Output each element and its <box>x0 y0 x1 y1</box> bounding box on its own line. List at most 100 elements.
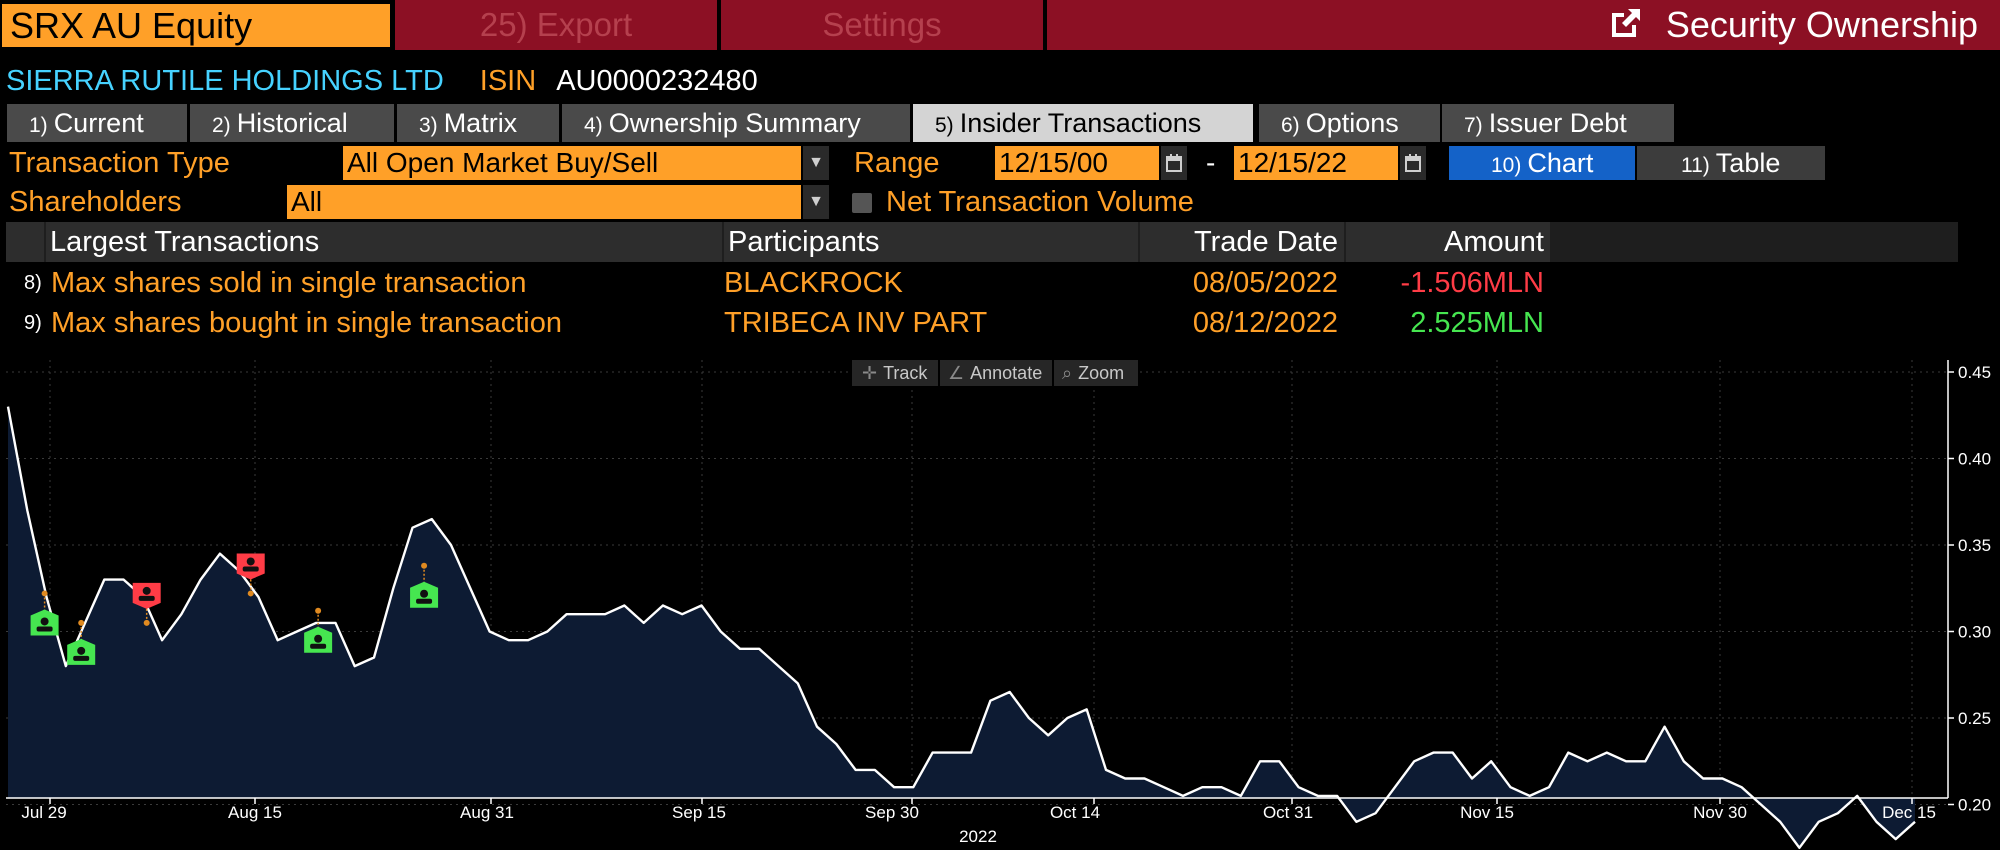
tab-matrix[interactable]: 3) Matrix <box>397 104 559 142</box>
trade-date-header[interactable]: Trade Date <box>1140 222 1344 262</box>
person-body <box>73 655 90 661</box>
largest-transactions-header-label[interactable]: Largest Transactions <box>46 222 722 262</box>
tab-number: 3) <box>419 114 438 137</box>
table-row[interactable]: 8) Max shares sold in single transaction… <box>0 264 2000 302</box>
annotate-button[interactable]: ∠ Annotate <box>940 360 1052 386</box>
person-head <box>77 646 86 655</box>
security-name: SIERRA RUTILE HOLDINGS LTD <box>6 65 444 97</box>
track-button[interactable]: ✛ Track <box>852 360 938 386</box>
tab-label: Issuer Debt <box>1488 108 1627 138</box>
y-tick-label: 0.30 <box>1958 623 1991 642</box>
crosshair-icon: ✛ <box>862 363 878 383</box>
settings-button[interactable]: Settings <box>721 0 1043 50</box>
tab-number: 5) <box>935 114 954 137</box>
tab-label: Matrix <box>443 108 518 138</box>
person-head <box>314 634 323 643</box>
tab-ownership-summary[interactable]: 4) Ownership Summary <box>562 104 910 142</box>
tab-number: 4) <box>584 114 603 137</box>
zoom-label: Zoom <box>1078 363 1125 383</box>
buy-marker-icon[interactable] <box>410 562 439 608</box>
x-tick-label: Sep 15 <box>672 803 726 822</box>
tab-historical[interactable]: 2) Historical <box>190 104 394 142</box>
x-tick-label: Nov 30 <box>1693 803 1747 822</box>
row-trade-date: 08/05/2022 <box>1192 267 1338 299</box>
row-amount: -1.506MLN <box>1400 267 1544 299</box>
button-label: Table <box>1715 148 1781 178</box>
tab-label: Current <box>53 108 144 138</box>
amount-header[interactable]: Amount <box>1346 222 1550 262</box>
price-chart[interactable]: 0.45 0.40 0.35 0.30 0.25 0.20 Jul 29 Aug 15 Aug … <box>0 355 2000 850</box>
x-tick-label: Jul 29 <box>21 803 66 822</box>
security-line: SIERRA RUTILE HOLDINGS LTD ISIN AU00002324… <box>6 63 758 99</box>
pencil-icon: ∠ <box>948 363 965 383</box>
tab-number: 7) <box>1464 114 1483 137</box>
row-number-header <box>6 222 44 262</box>
largest-transactions-header: Largest Transactions Participants Trade … <box>6 222 1958 262</box>
sell-marker-icon[interactable] <box>236 553 265 597</box>
y-tick-label: 0.20 <box>1958 796 1991 815</box>
chart-view-button[interactable]: 10) Chart <box>1449 146 1635 180</box>
net-transaction-volume-label: Net Transaction Volume <box>886 186 1194 218</box>
x-tick-label: Oct 14 <box>1050 803 1100 822</box>
annotate-label: Annotate <box>970 363 1043 383</box>
person-head <box>40 617 49 626</box>
external-link-icon[interactable] <box>1608 5 1644 41</box>
y-tick-label: 0.45 <box>1958 363 1991 382</box>
x-tick-label: Oct 31 <box>1263 803 1313 822</box>
x-tick-label: Nov 15 <box>1460 803 1514 822</box>
function-title: Security Ownership <box>1047 0 2000 50</box>
x-axis-year-label: 2022 <box>959 827 997 846</box>
range-start-input[interactable]: 12/15/00 <box>995 146 1159 180</box>
tab-label: Historical <box>236 108 348 138</box>
shareholders-dropdown[interactable]: All <box>287 185 801 219</box>
button-number: 10) <box>1491 154 1522 177</box>
row-participant: TRIBECA INV PART <box>724 307 988 339</box>
row-description: Max shares bought in single transaction <box>51 307 563 339</box>
table-view-button[interactable]: 11) Table <box>1637 146 1825 180</box>
table-row[interactable]: 9) Max shares bought in single transacti… <box>0 304 2000 342</box>
top-bar: SRX AU Equity 25) Export Settings Securi… <box>0 0 2000 50</box>
shareholders-dropdown-arrow-icon[interactable]: ▼ <box>803 185 829 219</box>
range-end-calendar-icon[interactable] <box>1400 146 1426 180</box>
person-head <box>142 586 151 595</box>
tab-current[interactable]: 1) Current <box>7 104 187 142</box>
button-label: Chart <box>1527 148 1594 178</box>
sell-marker-icon[interactable] <box>132 582 161 626</box>
function-title-text: Security Ownership <box>1665 4 1978 45</box>
range-start-calendar-icon[interactable] <box>1161 146 1187 180</box>
zoom-button[interactable]: ⌕ Zoom <box>1054 360 1138 386</box>
person-body <box>36 626 53 632</box>
buy-marker-icon[interactable] <box>30 590 59 636</box>
tab-insider-transactions[interactable]: 5) Insider Transactions <box>913 104 1253 142</box>
buy-marker-icon[interactable] <box>67 619 96 665</box>
net-transaction-volume-checkbox[interactable] <box>852 193 872 213</box>
row-participant: BLACKROCK <box>724 267 903 299</box>
transaction-type-dropdown[interactable]: All Open Market Buy/Sell <box>343 146 801 180</box>
button-number: 11) <box>1681 154 1710 177</box>
x-tick-label: Sep 30 <box>865 803 919 822</box>
person-head <box>420 589 429 598</box>
tab-issuer-debt[interactable]: 7) Issuer Debt <box>1442 104 1674 142</box>
x-tick-label: Aug 31 <box>460 803 514 822</box>
tab-label: Ownership Summary <box>608 108 861 138</box>
range-end-input[interactable]: 12/15/22 <box>1234 146 1398 180</box>
export-button[interactable]: 25) Export <box>395 0 717 50</box>
buy-marker-icon[interactable] <box>304 607 333 653</box>
participants-header[interactable]: Participants <box>724 222 1138 262</box>
range-label: Range <box>854 147 940 179</box>
person-body <box>310 643 327 649</box>
tab-bar: 1) Current 2) Historical 3) Matrix 4) Owners… <box>0 104 2000 142</box>
row-trade-date: 08/12/2022 <box>1192 307 1338 339</box>
ticker-input[interactable]: SRX AU Equity <box>2 4 390 47</box>
person-body <box>138 595 155 601</box>
range-separator: - <box>1206 147 1216 178</box>
tab-options[interactable]: 6) Options <box>1259 104 1440 142</box>
track-label: Track <box>883 363 928 383</box>
isin-label: ISIN <box>479 65 537 97</box>
tab-number: 6) <box>1281 114 1300 137</box>
x-tick-label: Dec 15 <box>1882 803 1936 822</box>
person-body <box>416 598 433 604</box>
transaction-type-dropdown-arrow-icon[interactable]: ▼ <box>803 146 829 180</box>
y-tick-label: 0.35 <box>1958 536 1991 555</box>
y-tick-label: 0.25 <box>1958 709 1991 728</box>
